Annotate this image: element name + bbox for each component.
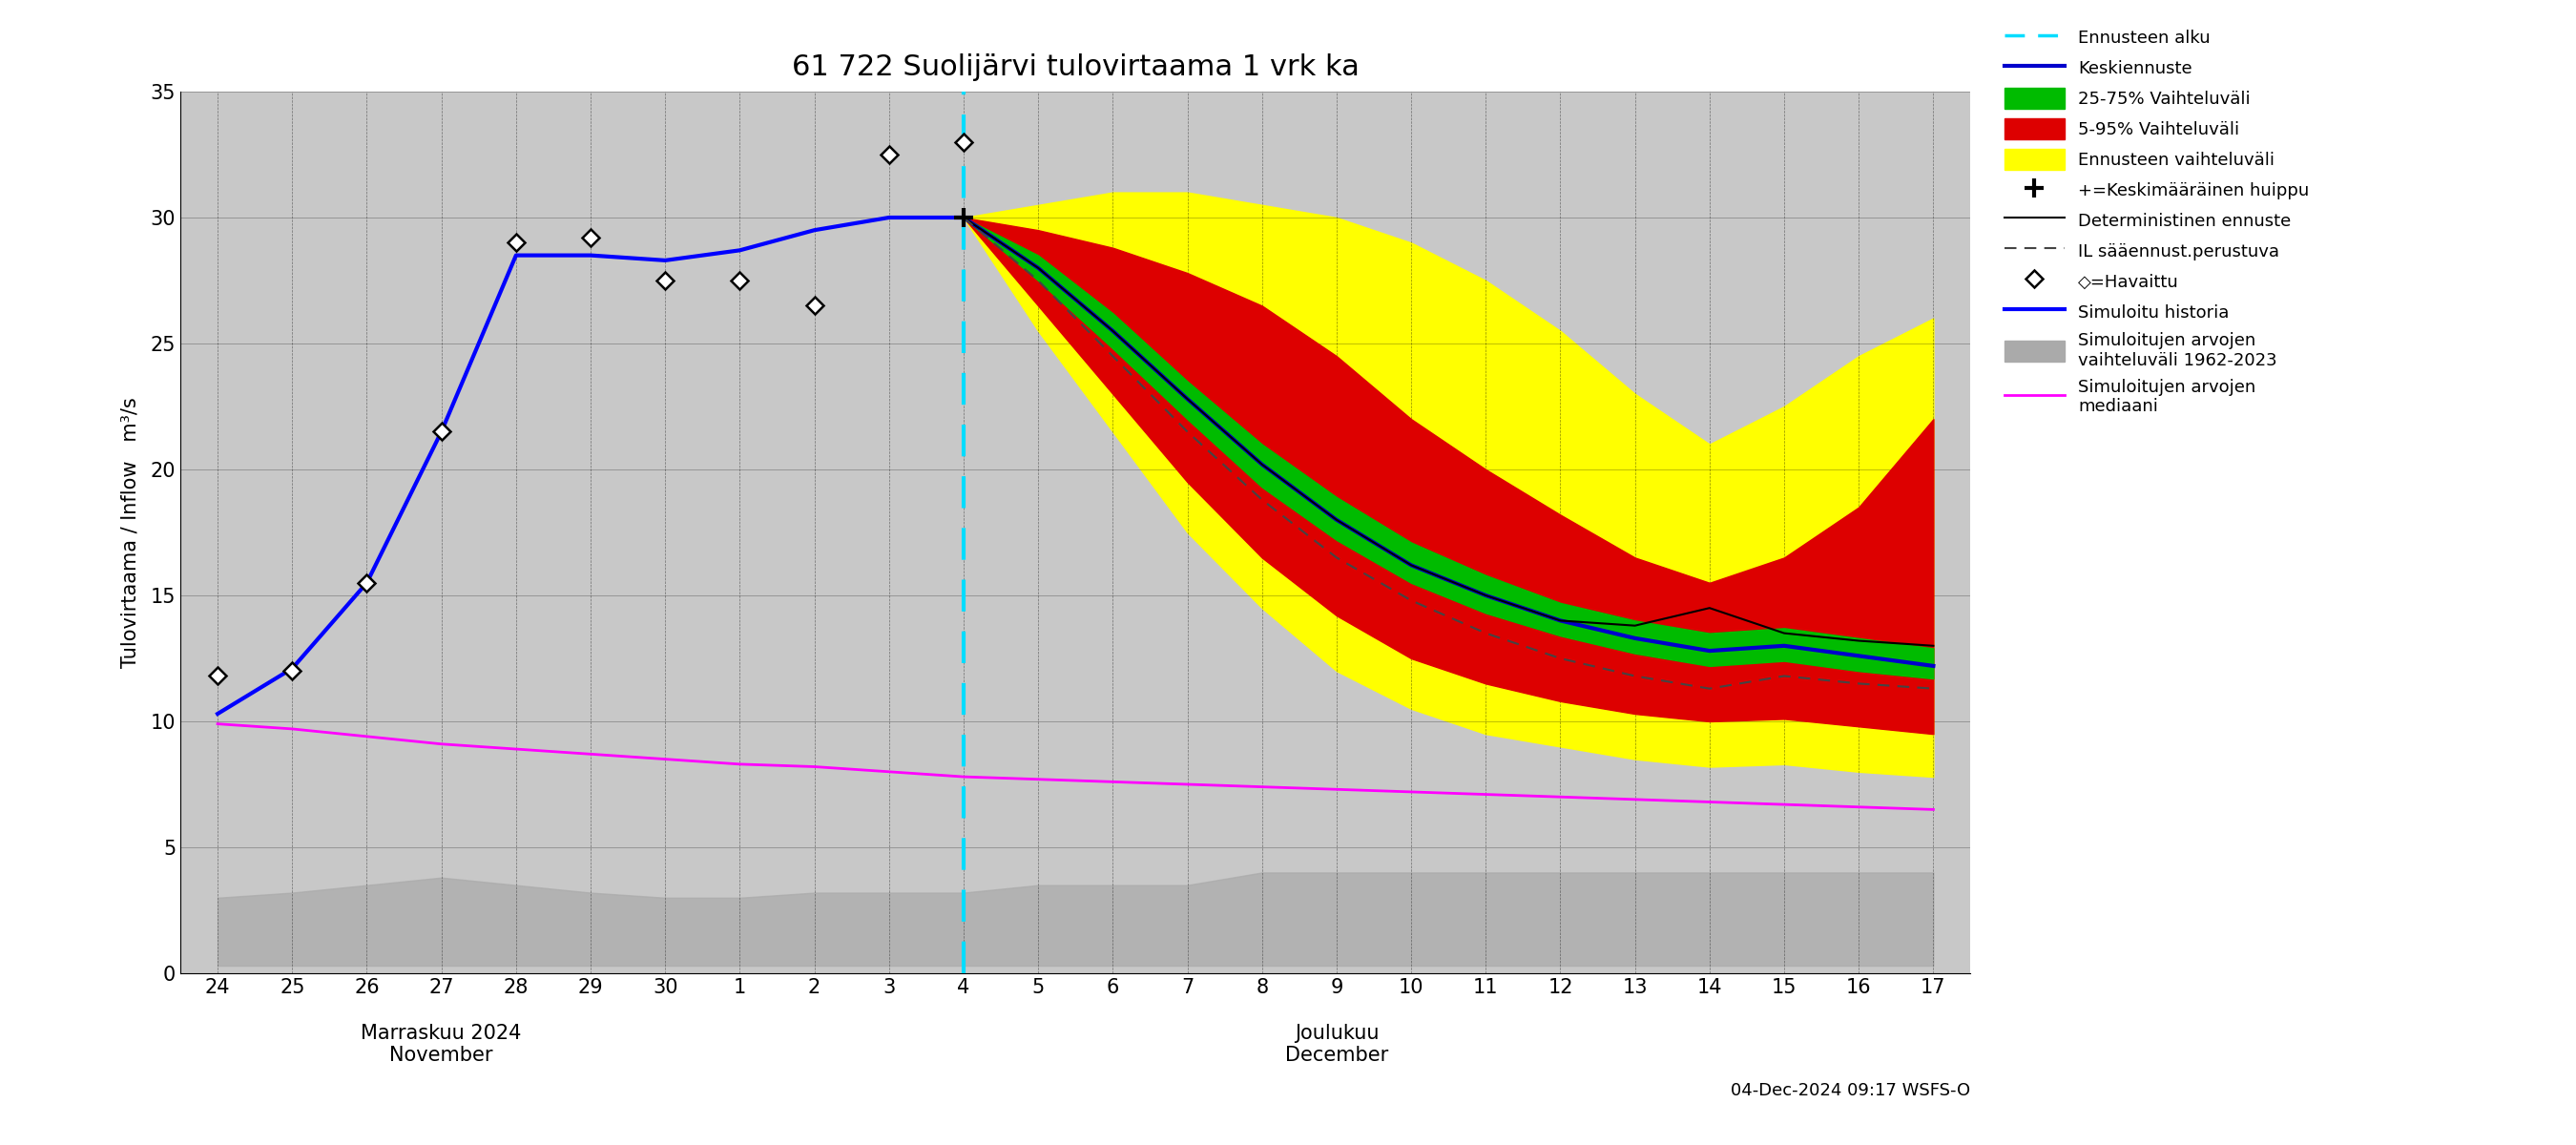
Text: Marraskuu 2024
November: Marraskuu 2024 November — [361, 1024, 523, 1065]
Legend: Ennusteen alku, Keskiennuste, 25-75% Vaihteluväli, 5-95% Vaihteluväli, Ennusteen: Ennusteen alku, Keskiennuste, 25-75% Vai… — [1996, 21, 2316, 423]
Title: 61 722 Suolijärvi tulovirtaama 1 vrk ka: 61 722 Suolijärvi tulovirtaama 1 vrk ka — [791, 54, 1360, 81]
Text: 04-Dec-2024 09:17 WSFS-O: 04-Dec-2024 09:17 WSFS-O — [1731, 1082, 1971, 1099]
Y-axis label: Tulovirtaama / Inflow   m³/s: Tulovirtaama / Inflow m³/s — [121, 397, 139, 668]
Text: Joulukuu
December: Joulukuu December — [1285, 1024, 1388, 1065]
